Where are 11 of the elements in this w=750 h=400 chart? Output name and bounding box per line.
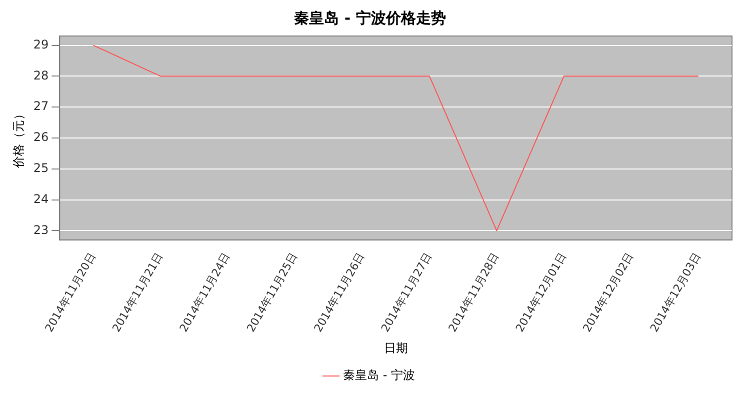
- y-tick-label: 26: [33, 130, 49, 144]
- y-tick-label: 23: [33, 222, 49, 237]
- x-axis-title: 日期: [384, 340, 408, 355]
- y-tick-label: 24: [33, 192, 49, 206]
- y-tick-label: 29: [33, 37, 49, 52]
- y-tick-label: 27: [33, 99, 49, 114]
- chart-title: 秦皇岛 - 宁波价格走势: [294, 8, 446, 27]
- legend-label: 秦皇岛 - 宁波: [343, 368, 415, 382]
- y-axis-title: 价格（元）: [11, 108, 26, 169]
- y-tick-label: 25: [33, 160, 49, 175]
- y-tick-label: 28: [33, 68, 49, 82]
